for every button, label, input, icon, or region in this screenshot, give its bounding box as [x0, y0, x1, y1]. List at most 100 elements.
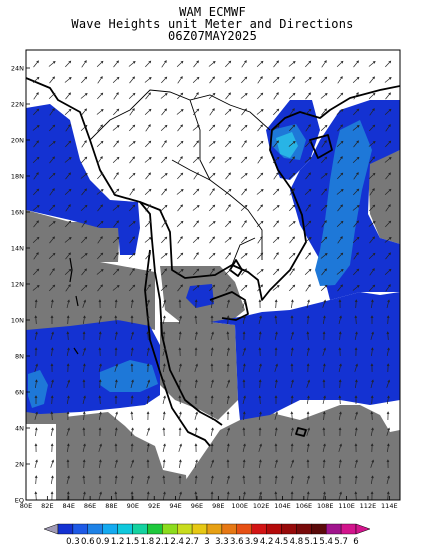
direction-arrow	[305, 172, 311, 180]
direction-arrow	[290, 379, 294, 388]
direction-arrow	[336, 189, 344, 195]
wave-class-0-9-1-2	[276, 132, 298, 158]
direction-arrow	[49, 188, 55, 196]
direction-arrow	[242, 491, 246, 500]
direction-arrow	[305, 204, 311, 212]
direction-arrow	[257, 284, 263, 292]
direction-arrow	[385, 220, 392, 228]
direction-arrow	[114, 475, 118, 485]
direction-arrow	[34, 491, 38, 500]
direction-arrow	[32, 285, 40, 291]
direction-arrow	[80, 93, 88, 99]
colorbar-swatch	[176, 523, 193, 535]
direction-arrow	[81, 156, 88, 164]
direction-arrow	[322, 363, 326, 373]
direction-arrow	[209, 284, 216, 292]
lon-tick-label: 114E	[381, 502, 398, 510]
direction-arrow	[384, 188, 392, 195]
direction-arrow	[162, 315, 166, 324]
lat-tick-label: 4N	[15, 425, 24, 433]
direction-arrow	[272, 236, 280, 243]
direction-arrow	[225, 60, 232, 68]
direction-arrow	[338, 427, 342, 437]
direction-arrow	[290, 427, 294, 436]
direction-arrow	[242, 443, 246, 452]
direction-arrow	[385, 124, 391, 132]
lat-tick-label: 14N	[11, 245, 24, 253]
direction-arrow	[113, 188, 120, 196]
direction-arrow	[82, 395, 86, 404]
direction-arrow	[256, 60, 264, 67]
direction-arrow	[161, 220, 167, 228]
direction-arrow	[224, 268, 232, 275]
direction-arrow	[97, 252, 104, 260]
direction-arrow	[370, 459, 375, 468]
direction-arrow	[115, 379, 118, 389]
direction-arrow	[145, 140, 152, 148]
direction-arrow	[210, 427, 214, 436]
direction-arrow	[353, 92, 359, 100]
direction-arrow	[210, 475, 214, 484]
direction-arrow	[98, 443, 102, 452]
direction-arrow	[385, 204, 391, 212]
direction-arrow	[320, 173, 328, 179]
direction-arrow	[241, 156, 248, 164]
direction-arrow	[128, 221, 136, 227]
direction-arrow	[370, 475, 374, 484]
direction-arrow	[321, 188, 327, 196]
direction-arrow	[129, 284, 136, 292]
direction-arrow	[385, 60, 392, 68]
direction-arrow	[32, 205, 40, 211]
direction-arrow	[274, 315, 278, 325]
direction-arrow	[274, 299, 278, 309]
direction-arrow	[146, 347, 150, 356]
direction-arrow	[289, 204, 296, 212]
direction-arrow	[370, 363, 374, 373]
direction-arrow	[192, 125, 200, 131]
colorbar-swatch	[296, 523, 312, 535]
direction-arrow	[98, 475, 102, 484]
direction-arrow	[290, 491, 294, 500]
direction-arrow	[130, 395, 134, 405]
direction-arrow	[322, 379, 326, 389]
direction-arrow	[258, 411, 262, 420]
direction-arrow	[66, 395, 70, 404]
direction-arrow	[114, 459, 118, 468]
direction-arrow	[192, 156, 200, 163]
direction-arrow	[322, 491, 326, 500]
direction-arrow	[306, 363, 310, 373]
direction-arrow	[50, 459, 55, 468]
direction-arrow	[51, 299, 54, 309]
direction-arrow	[160, 93, 168, 99]
direction-arrow	[258, 347, 262, 357]
direction-arrow	[240, 253, 248, 259]
direction-arrow	[49, 76, 55, 84]
direction-arrow	[304, 77, 312, 83]
direction-arrow	[352, 76, 360, 83]
direction-arrow	[66, 379, 71, 388]
direction-arrow	[209, 108, 215, 116]
direction-arrow	[99, 459, 102, 469]
direction-arrow	[160, 124, 168, 131]
direction-arrow	[209, 124, 216, 132]
colorbar-swatch	[132, 523, 148, 535]
direction-arrow	[384, 268, 392, 275]
direction-arrow	[130, 475, 134, 484]
direction-arrow	[289, 108, 295, 116]
direction-arrow	[273, 268, 280, 276]
direction-arrow	[272, 205, 280, 211]
direction-arrow	[241, 140, 247, 148]
direction-arrow	[305, 140, 312, 148]
lon-tick-label: 84E	[63, 502, 75, 510]
direction-arrow	[65, 60, 72, 68]
direction-arrow	[178, 395, 182, 405]
direction-arrow	[98, 379, 102, 389]
direction-arrow	[114, 363, 118, 372]
direction-arrow	[336, 140, 344, 147]
direction-arrow	[82, 363, 86, 373]
direction-arrow	[289, 284, 296, 292]
direction-arrow	[33, 172, 39, 180]
direction-arrow	[242, 411, 246, 421]
